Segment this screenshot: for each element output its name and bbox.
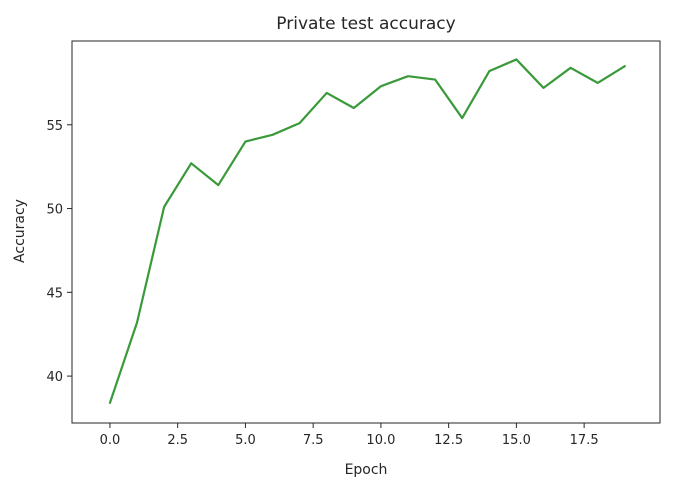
x-tick-label: 2.5 (167, 433, 188, 448)
x-axis-label: Epoch (345, 462, 388, 478)
series-line (108, 58, 626, 404)
x-tick-label: 10.0 (366, 433, 395, 448)
y-axis-label: Accuracy (12, 199, 28, 263)
chart-title: Private test accuracy (276, 14, 455, 34)
x-tick-label: 12.5 (434, 433, 463, 448)
plot-frame (71, 40, 661, 424)
x-tick-label: 7.5 (303, 433, 324, 448)
x-axis-ticks: 0.0 2.5 5.0 7.5 10.0 12.5 15.0 17.5 (100, 423, 599, 448)
y-tick-label: 50 (46, 203, 63, 218)
x-tick-label: 5.0 (235, 433, 256, 448)
x-tick-label: 17.5 (570, 433, 599, 448)
y-tick-label: 40 (46, 370, 63, 385)
x-tick-label: 0.0 (100, 433, 121, 448)
x-tick-label: 15.0 (502, 433, 531, 448)
y-tick-label: 45 (46, 286, 63, 301)
y-axis-ticks: 40 45 50 55 (46, 119, 72, 385)
y-tick-label: 55 (46, 119, 63, 134)
